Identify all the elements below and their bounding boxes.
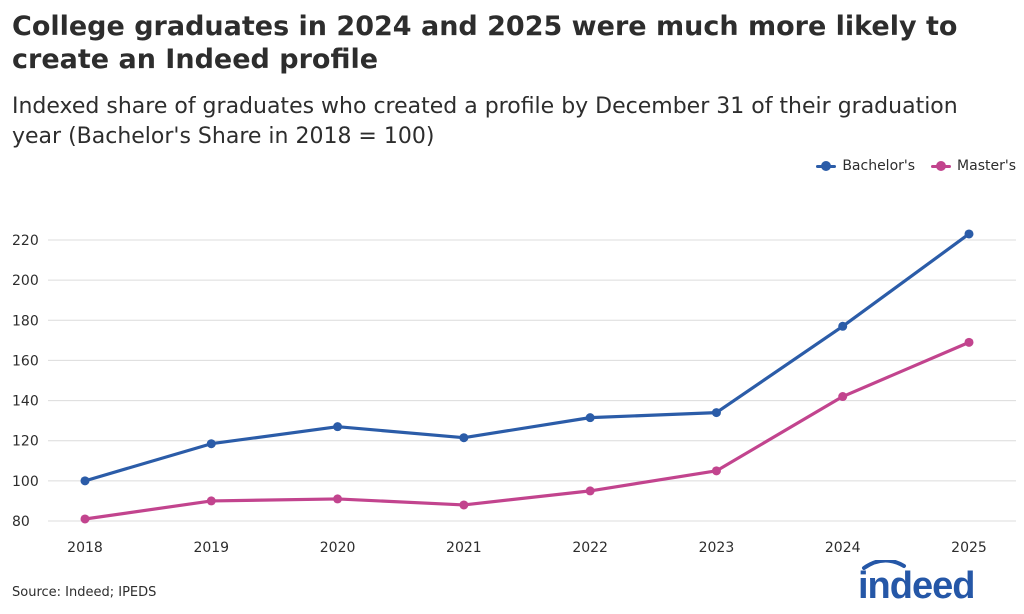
data-point-masters xyxy=(206,496,216,506)
data-point-bachelors xyxy=(333,422,343,432)
chart-title: College graduates in 2024 and 2025 were … xyxy=(12,11,958,75)
chart-legend: Bachelor's Master's xyxy=(816,158,1016,174)
x-tick-label: 2020 xyxy=(320,540,356,556)
series-line-bachelors xyxy=(83,232,971,483)
legend-swatch-bachelors xyxy=(816,160,837,172)
legend-swatch-masters xyxy=(931,160,952,172)
y-tick-label: 200 xyxy=(12,273,39,289)
x-tick-label: 2022 xyxy=(572,540,608,556)
legend-dot-masters xyxy=(936,161,947,171)
y-tick-label: 160 xyxy=(12,353,39,369)
data-point-bachelors xyxy=(585,413,595,423)
data-point-bachelors xyxy=(964,229,974,239)
data-point-masters xyxy=(80,514,90,524)
data-point-masters xyxy=(711,466,721,476)
y-tick-label: 140 xyxy=(12,394,39,410)
svg-text:indeed: indeed xyxy=(858,565,974,604)
series-line-masters xyxy=(83,340,971,521)
data-point-bachelors xyxy=(838,321,848,331)
indeed-logo: indeed xyxy=(858,560,975,604)
x-tick-label: 2025 xyxy=(951,540,987,556)
x-tick-label: 2023 xyxy=(699,540,735,556)
legend-label-bachelors: Bachelor's xyxy=(842,158,916,174)
data-point-bachelors xyxy=(80,476,90,486)
y-tick-label: 180 xyxy=(12,313,39,329)
y-tick-label: 120 xyxy=(12,434,39,450)
y-tick-label: 220 xyxy=(12,233,39,249)
data-point-masters xyxy=(585,486,595,496)
x-tick-label: 2024 xyxy=(825,540,861,556)
data-point-bachelors xyxy=(459,433,469,443)
chart-subtitle: Indexed share of graduates who created a… xyxy=(12,94,958,149)
data-point-masters xyxy=(333,494,343,504)
data-point-masters xyxy=(838,392,848,402)
data-point-bachelors xyxy=(206,439,216,449)
legend-label-masters: Master's xyxy=(957,158,1016,174)
legend-dot-bachelors xyxy=(821,161,832,171)
data-point-bachelors xyxy=(711,408,721,418)
x-tick-label: 2019 xyxy=(193,540,229,556)
x-tick-label: 2018 xyxy=(67,540,103,556)
source-note: Source: Indeed; IPEDS xyxy=(12,585,157,600)
legend-item-masters: Master's xyxy=(931,158,1016,174)
x-tick-label: 2021 xyxy=(446,540,482,556)
y-tick-label: 100 xyxy=(12,474,39,490)
data-point-masters xyxy=(459,500,469,510)
data-point-masters xyxy=(964,337,974,347)
legend-item-bachelors: Bachelor's xyxy=(816,158,915,174)
y-tick-label: 80 xyxy=(12,514,30,530)
